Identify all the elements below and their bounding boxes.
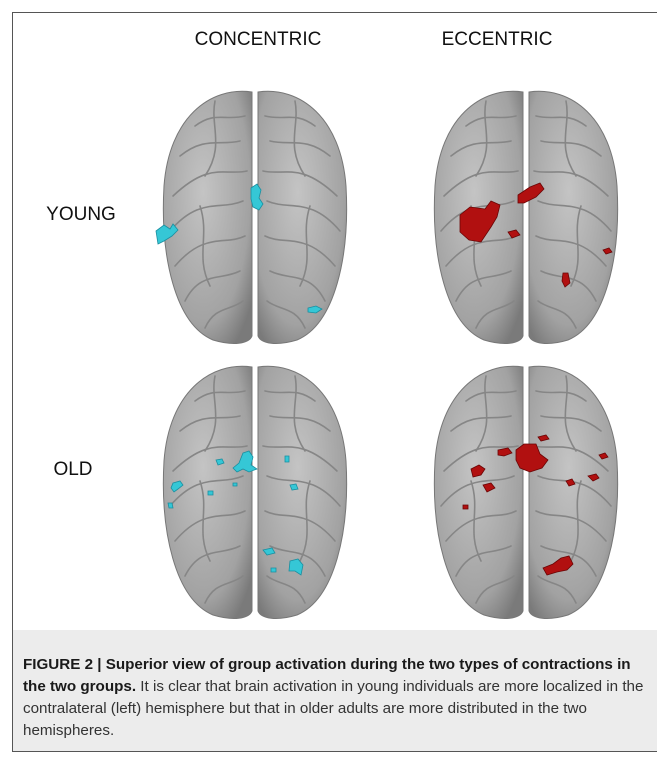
column-label: ECCENTRIC [442,29,553,50]
brain-old-concentric [162,365,348,620]
brain-young-concentric [162,90,348,345]
figure-frame [12,12,657,752]
figure-caption: FIGURE 2 | Superior view of group activa… [13,630,657,751]
caption-text: It is clear that brain activation in you… [23,678,644,739]
column-label: CONCENTRIC [195,29,322,50]
row-label: YOUNG [46,204,116,225]
activation-concentric [155,183,323,576]
activation-eccentric [459,182,613,576]
figure-panel: CONCENTRIC ECCENTRIC YOUNG OLD [46,29,619,620]
brain-old-eccentric [433,365,619,620]
caption-label: FIGURE 2 | Superior view of group activa… [23,656,631,695]
row-label: OLD [53,459,92,480]
